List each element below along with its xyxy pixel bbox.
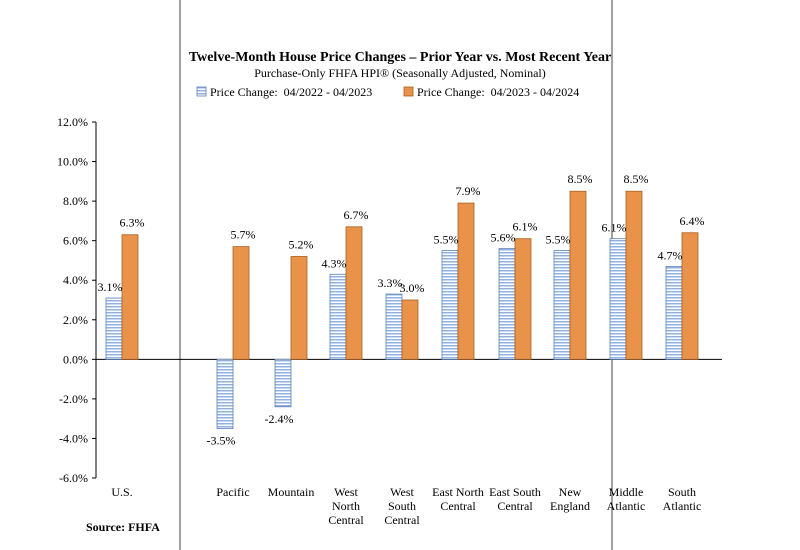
category-label-line: U.S.	[111, 485, 132, 499]
bar-series-1	[105, 297, 123, 360]
y-tick-label: 12.0%	[57, 115, 88, 129]
data-label-series-1: 3.1%	[98, 280, 123, 294]
data-label-series-1: 4.3%	[322, 256, 347, 270]
data-label-series-2: 3.0%	[400, 281, 425, 295]
y-tick-label: 10.0%	[57, 155, 88, 169]
category-label-line: New	[559, 485, 582, 499]
data-label-series-1: -2.4%	[265, 412, 294, 426]
category-label-line: South	[388, 499, 416, 513]
legend-swatch-series-2	[403, 86, 414, 97]
data-label-series-1: 5.5%	[434, 233, 459, 247]
bar-series-2	[514, 238, 532, 360]
category-label-line: Middle	[609, 485, 644, 499]
category-label-line: Central	[328, 513, 364, 527]
chart-title: Twelve-Month House Price Changes – Prior…	[189, 50, 611, 65]
y-tick-label: 0.0%	[63, 352, 88, 366]
bar-series-2	[457, 202, 475, 360]
data-label-series-2: 5.7%	[231, 228, 256, 242]
bars	[105, 190, 699, 429]
category-label-line: Pacific	[216, 485, 249, 499]
data-labels: 3.1% 6.3% -3.5% 5.7% -2.4% 5.2% 4.3% 6.7% 3.3%3.…	[98, 172, 705, 447]
y-tick-label: -2.0%	[59, 392, 88, 406]
bar-series-2	[290, 256, 308, 360]
bar-series-1	[216, 358, 234, 429]
category-label-line: Central	[384, 513, 420, 527]
bar-series-2	[232, 246, 250, 360]
legend-label-series-2: Price Change: 04/2023 - 04/2024	[417, 85, 579, 99]
legend: Price Change: 04/2022 - 04/2023 Price Ch…	[196, 85, 579, 99]
bar-series-1	[609, 238, 627, 360]
category-label-line: East South	[489, 485, 541, 499]
data-label-series-1: -3.5%	[207, 434, 236, 448]
category-label: West South Central	[384, 485, 420, 527]
bar-series-2	[345, 226, 363, 360]
data-label-series-2: 6.3%	[120, 216, 145, 230]
data-label-series-2: 8.5%	[568, 172, 593, 186]
data-label-series-1: 4.7%	[658, 248, 683, 262]
category-label-line: West	[390, 485, 414, 499]
legend-label-series-1: Price Change: 04/2022 - 04/2023	[210, 85, 372, 99]
category-label: U.S.	[111, 485, 132, 499]
category-label: Pacific	[216, 485, 249, 499]
category-label: East South Central	[489, 485, 541, 513]
bar-series-1	[665, 265, 683, 360]
category-label: West North Central	[328, 485, 364, 527]
bar-series-1	[441, 250, 459, 360]
y-tick-label: 2.0%	[63, 313, 88, 327]
chart-subtitle: Purchase-Only FHFA HPI® (Seasonally Adju…	[254, 66, 546, 80]
y-tick-label: 6.0%	[63, 234, 88, 248]
y-tick-label: 4.0%	[63, 273, 88, 287]
bar-series-2	[121, 234, 139, 360]
data-label-series-2: 7.9%	[456, 184, 481, 198]
category-label-line: Central	[440, 499, 476, 513]
bar-series-2	[681, 232, 699, 360]
category-label-line: North	[332, 499, 360, 513]
bar-series-2	[625, 190, 643, 360]
bar-series-1	[498, 248, 516, 360]
bar-series-2	[401, 299, 419, 360]
category-label-line: Atlantic	[607, 499, 646, 513]
data-label-series-1: 6.1%	[602, 221, 627, 235]
data-label-series-1: 5.6%	[491, 231, 516, 245]
category-label-line: East North	[432, 485, 484, 499]
category-label: New England	[550, 485, 590, 513]
category-label: South Atlantic	[663, 485, 702, 513]
category-label-line: Atlantic	[663, 499, 702, 513]
data-label-series-2: 8.5%	[624, 172, 649, 186]
source-note: Source: FHFA	[86, 520, 160, 534]
bar-series-1	[329, 273, 347, 360]
data-label-series-1: 5.5%	[546, 233, 571, 247]
category-label-line: South	[668, 485, 696, 499]
y-tick-label: -6.0%	[59, 471, 88, 485]
category-label: East North Central	[432, 485, 484, 513]
category-label: Mountain	[268, 485, 315, 499]
bar-series-2	[569, 190, 587, 360]
data-label-series-2: 6.1%	[513, 220, 538, 234]
category-label: Middle Atlantic	[607, 485, 646, 513]
data-label-series-2: 6.4%	[680, 214, 705, 228]
bar-series-1	[274, 358, 292, 408]
data-label-series-2: 6.7%	[344, 208, 369, 222]
data-label-series-2: 5.2%	[289, 237, 314, 251]
bar-series-1	[385, 293, 403, 360]
y-tick-label: -4.0%	[59, 431, 88, 445]
category-label-line: Mountain	[268, 485, 315, 499]
y-tick-label: 8.0%	[63, 194, 88, 208]
bar-series-1	[553, 250, 571, 360]
category-label-line: England	[550, 499, 590, 513]
data-label-series-1: 3.3%	[378, 276, 403, 290]
legend-swatch-series-1	[196, 86, 207, 97]
category-label-line: Central	[497, 499, 533, 513]
axes: -6.0% -4.0% -2.0% 0.0% 2.0% 4.0% 6.0% 8.0% 10.0%…	[57, 115, 722, 485]
category-label-line: West	[334, 485, 358, 499]
